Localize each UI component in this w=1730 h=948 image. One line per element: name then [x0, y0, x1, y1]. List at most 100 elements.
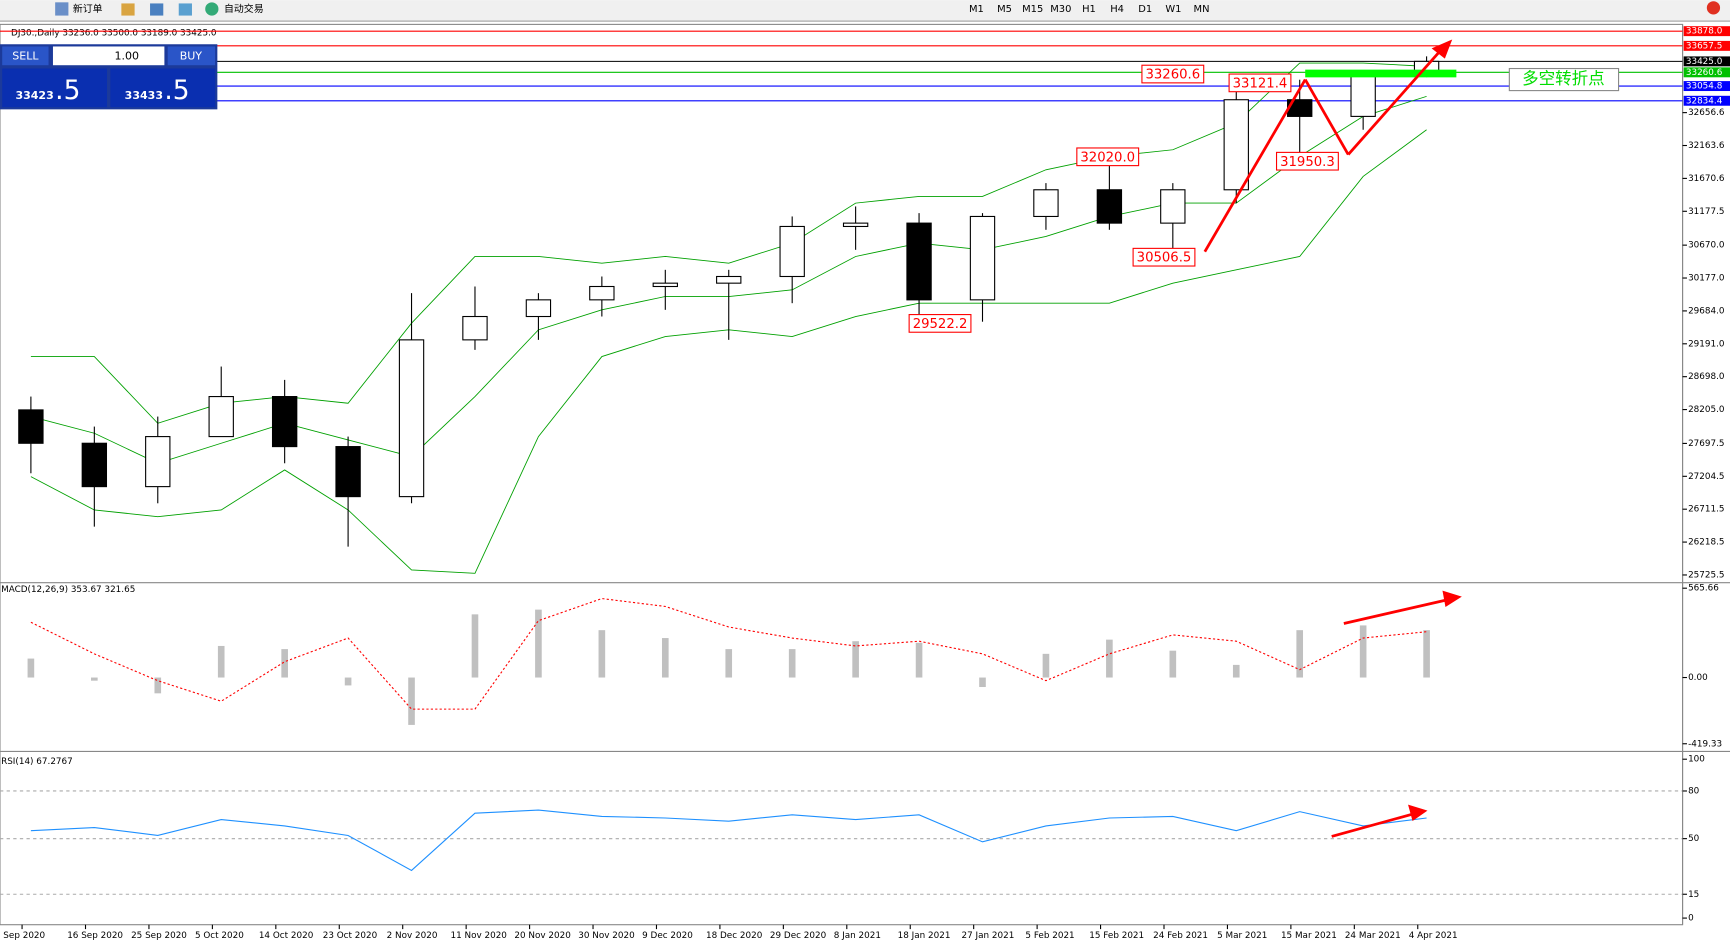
buy-price-box[interactable]	[110, 68, 216, 108]
price-level-label: 32834.4	[1686, 96, 1723, 106]
timeframe[interactable]: H4	[1110, 4, 1124, 15]
buy-label[interactable]: BUY	[180, 49, 203, 62]
icon[interactable]	[150, 3, 164, 16]
notification[interactable]	[1706, 1, 1721, 15]
y-tick-label: 29684.0	[1688, 306, 1725, 316]
x-tick-label: 23 Oct 2020	[323, 931, 378, 941]
macd-bar	[408, 677, 415, 725]
timeframe[interactable]: M15	[1022, 4, 1043, 15]
timeframe[interactable]: M5	[997, 4, 1012, 15]
rsi-label: RSI(14) 67.2767	[1, 757, 73, 767]
timeframe[interactable]: MN	[1194, 4, 1210, 15]
macd-bar	[1232, 664, 1240, 678]
price-level-tag	[1683, 26, 1730, 37]
macd-bar	[535, 609, 542, 678]
macd-bar	[217, 645, 225, 678]
x-tick-label: 5 Feb 2021	[1025, 931, 1074, 941]
price-level-tag	[1683, 95, 1730, 106]
annotation-box	[908, 314, 972, 333]
macd-bar	[979, 677, 986, 688]
x-tick-label: 15 Mar 2021	[1281, 931, 1337, 941]
lots[interactable]: 1.00	[114, 49, 139, 62]
candle-body	[1350, 72, 1376, 117]
x-tick-label: 5 Mar 2021	[1217, 931, 1267, 941]
candle-body	[716, 275, 742, 284]
candle-body	[652, 282, 678, 288]
icon[interactable]	[121, 3, 135, 16]
y-tick-label: 30177.0	[1688, 274, 1725, 284]
toolbar-button[interactable]: 自动交易	[224, 2, 264, 15]
candle-body	[589, 285, 615, 301]
sell-price-box[interactable]	[2, 68, 108, 108]
timeframe[interactable]: M1	[969, 4, 984, 15]
y-tick-label: 0.00	[1688, 673, 1708, 683]
icon[interactable]	[178, 3, 192, 16]
x-tick-label: Sep 2020	[3, 931, 45, 941]
y-tick-label: 32656.6	[1688, 108, 1725, 118]
price-level-label: 33878.0	[1686, 27, 1723, 37]
macd-bar	[281, 649, 288, 678]
y-tick-label: 26711.5	[1688, 505, 1724, 515]
x-tick-label: 24 Mar 2021	[1345, 931, 1401, 941]
icon[interactable]	[55, 2, 69, 16]
candle-body	[842, 222, 869, 228]
sell-price[interactable]: 33423	[15, 89, 53, 102]
note-box	[1508, 67, 1620, 92]
macd-bar	[1042, 653, 1050, 678]
y-tick-label: 28698.0	[1688, 372, 1725, 382]
candle-body	[525, 299, 552, 318]
y-tick-label: 31670.6	[1688, 174, 1725, 184]
candle-body	[779, 225, 805, 278]
candle-body	[335, 446, 361, 498]
y-tick-label: 15	[1688, 890, 1699, 900]
annotation: 29522.2	[913, 317, 968, 332]
annotation: 32020.0	[1080, 150, 1135, 165]
chart-frame	[0, 23, 1684, 926]
timeframe[interactable]: H1	[1082, 4, 1096, 15]
sell-fraction[interactable]: .5	[55, 75, 80, 106]
price-level-tag	[1683, 67, 1730, 78]
x-tick-label: 18 Dec 2020	[706, 931, 763, 941]
bollinger-lower	[30, 129, 1427, 574]
icon[interactable]	[205, 2, 219, 16]
candle-body	[1033, 189, 1059, 218]
timeframe[interactable]: D1	[1138, 4, 1152, 15]
toolbar-button[interactable]: 新订单	[73, 2, 103, 15]
candle-body	[906, 222, 932, 301]
annotation-box	[1228, 73, 1292, 93]
annotation: 30506.5	[1137, 251, 1192, 266]
timeframe[interactable]: M30	[1050, 4, 1071, 15]
candle-body	[1096, 189, 1123, 224]
price-level-label: 33260.6	[1686, 68, 1723, 78]
y-tick-label: 32163.6	[1688, 141, 1725, 151]
x-tick-label: 11 Nov 2020	[450, 931, 507, 941]
y-tick-label: 27697.5	[1688, 439, 1724, 449]
timeframe[interactable]: W1	[1165, 4, 1181, 15]
macd-bar	[852, 641, 859, 678]
trade-panel: SELL 1.00 BUY 33423 .5 33433 .5	[0, 44, 218, 110]
sell-label[interactable]: SELL	[12, 49, 39, 62]
macd-bar	[1423, 630, 1430, 678]
annotation-box	[1132, 247, 1196, 267]
buy-fraction[interactable]: .5	[164, 75, 189, 106]
candle-body	[1223, 99, 1249, 191]
buy-price[interactable]: 33433	[125, 89, 163, 102]
y-tick-label: 50	[1688, 834, 1700, 844]
y-tick-label: 80	[1688, 786, 1700, 796]
x-tick-label: 24 Feb 2021	[1153, 931, 1208, 941]
price-level-label: 33657.5	[1686, 41, 1722, 51]
x-tick-label: 16 Sep 2020	[67, 931, 123, 941]
highlight-bar	[1305, 69, 1457, 78]
y-tick-label: 30670.0	[1688, 241, 1725, 251]
x-tick-label: 9 Dec 2020	[642, 931, 693, 941]
annotation: 33121.4	[1233, 76, 1288, 91]
macd-bar	[1359, 625, 1367, 678]
sell-button[interactable]	[2, 46, 49, 66]
buy-button[interactable]	[167, 46, 216, 66]
macd-bar	[661, 638, 669, 678]
price-level-label: 33425.0	[1686, 57, 1723, 67]
lots-input[interactable]	[52, 46, 165, 66]
y-tick-label: 25725.5	[1688, 570, 1724, 580]
bollinger-upper	[30, 62, 1427, 424]
